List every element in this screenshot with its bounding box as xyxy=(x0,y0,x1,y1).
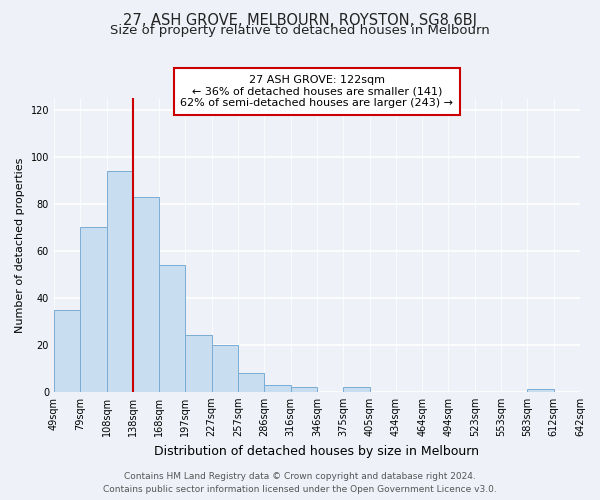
Text: Size of property relative to detached houses in Melbourn: Size of property relative to detached ho… xyxy=(110,24,490,37)
Y-axis label: Number of detached properties: Number of detached properties xyxy=(15,158,25,332)
Text: 27 ASH GROVE: 122sqm
← 36% of detached houses are smaller (141)
62% of semi-deta: 27 ASH GROVE: 122sqm ← 36% of detached h… xyxy=(181,75,454,108)
Bar xyxy=(265,385,290,392)
Bar xyxy=(107,171,133,392)
Bar xyxy=(343,387,370,392)
Text: 27, ASH GROVE, MELBOURN, ROYSTON, SG8 6BJ: 27, ASH GROVE, MELBOURN, ROYSTON, SG8 6B… xyxy=(123,12,477,28)
Text: Contains HM Land Registry data © Crown copyright and database right 2024.
Contai: Contains HM Land Registry data © Crown c… xyxy=(103,472,497,494)
Bar xyxy=(159,265,185,392)
Bar xyxy=(80,228,107,392)
Bar xyxy=(212,345,238,392)
Bar xyxy=(185,336,212,392)
Bar xyxy=(133,197,159,392)
Bar xyxy=(290,387,317,392)
Bar xyxy=(238,373,265,392)
X-axis label: Distribution of detached houses by size in Melbourn: Distribution of detached houses by size … xyxy=(154,444,479,458)
Bar xyxy=(527,390,554,392)
Bar xyxy=(54,310,80,392)
